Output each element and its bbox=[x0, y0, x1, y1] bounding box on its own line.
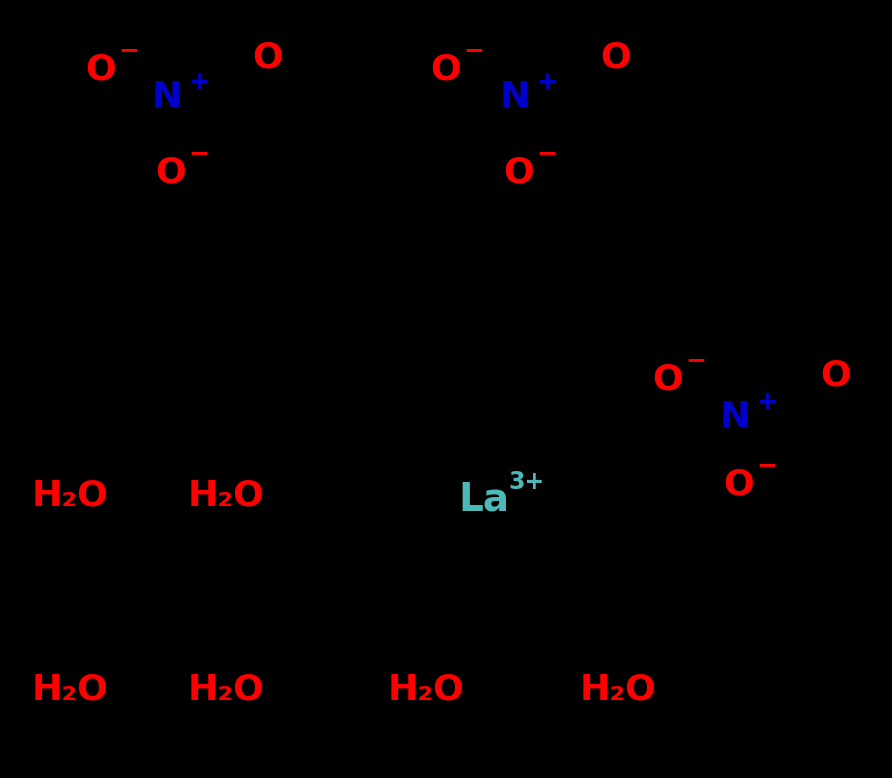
Text: −: − bbox=[685, 348, 706, 372]
Text: O: O bbox=[600, 40, 631, 74]
Text: H₂O: H₂O bbox=[188, 672, 265, 706]
Text: O: O bbox=[652, 362, 682, 396]
Text: O: O bbox=[430, 52, 461, 86]
Text: N: N bbox=[720, 400, 750, 434]
Text: −: − bbox=[118, 38, 139, 62]
Text: −: − bbox=[536, 141, 557, 165]
Text: La: La bbox=[458, 480, 509, 518]
Text: H₂O: H₂O bbox=[388, 672, 465, 706]
Text: O: O bbox=[503, 155, 533, 189]
Text: O: O bbox=[155, 155, 186, 189]
Text: H₂O: H₂O bbox=[188, 478, 265, 512]
Text: 3+: 3+ bbox=[508, 470, 544, 494]
Text: H₂O: H₂O bbox=[32, 672, 109, 706]
Text: O: O bbox=[820, 358, 851, 392]
Text: H₂O: H₂O bbox=[580, 672, 657, 706]
Text: +: + bbox=[756, 390, 777, 414]
Text: −: − bbox=[188, 141, 209, 165]
Text: +: + bbox=[188, 70, 209, 94]
Text: −: − bbox=[756, 453, 777, 477]
Text: O: O bbox=[252, 40, 283, 74]
Text: +: + bbox=[536, 70, 557, 94]
Text: H₂O: H₂O bbox=[32, 478, 109, 512]
Text: N: N bbox=[500, 80, 531, 114]
Text: N: N bbox=[152, 80, 182, 114]
Text: −: − bbox=[463, 38, 484, 62]
Text: O: O bbox=[85, 52, 116, 86]
Text: O: O bbox=[723, 467, 754, 501]
